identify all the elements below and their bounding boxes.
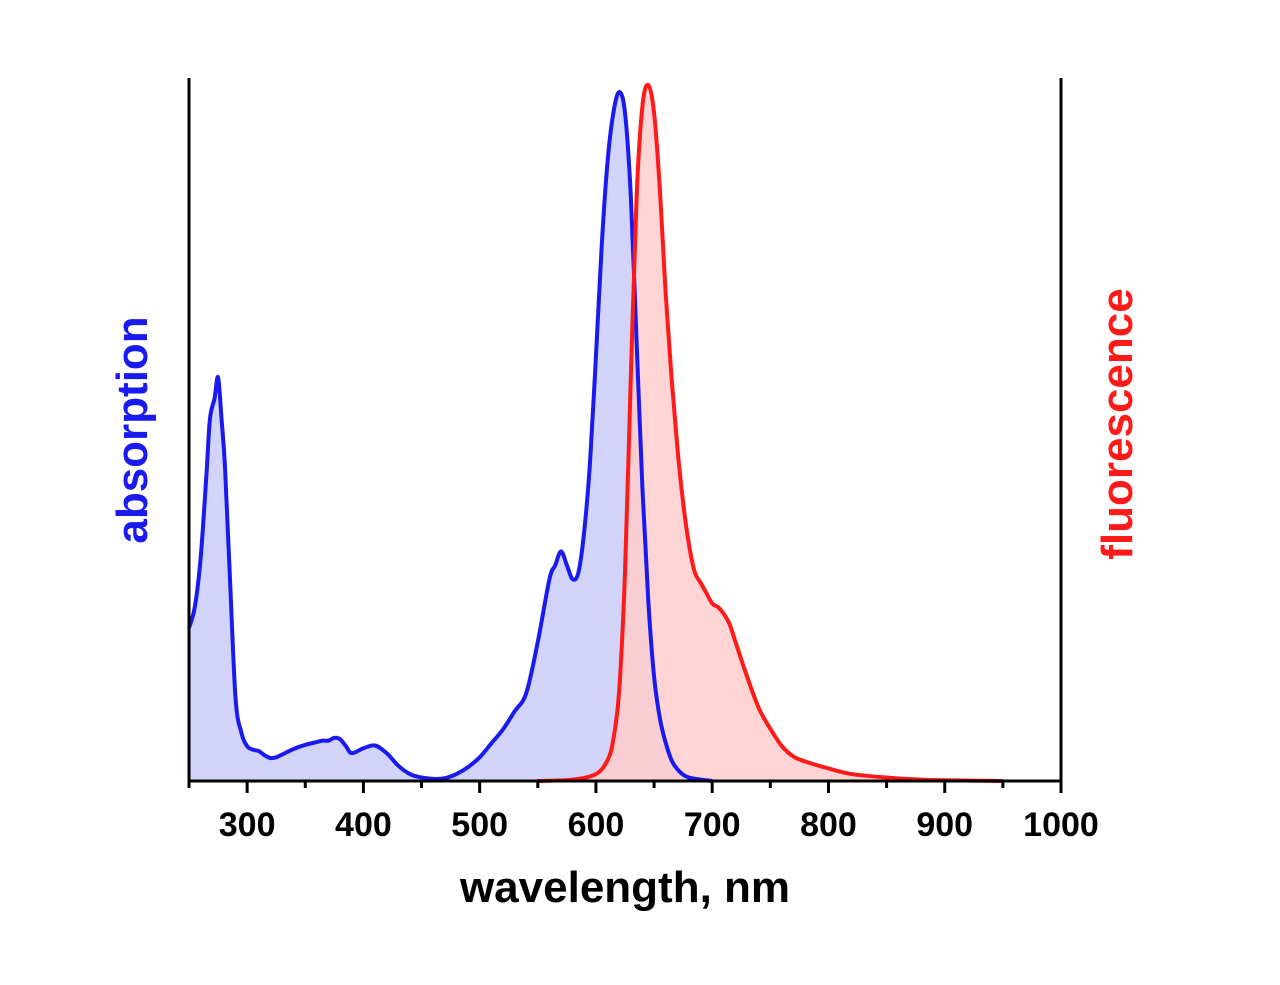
fluorescence-area xyxy=(537,84,1003,782)
x-tick-label: 800 xyxy=(800,806,857,844)
x-tick-label: 1000 xyxy=(1023,806,1099,844)
absorption-line xyxy=(187,89,713,783)
x-tick-label: 900 xyxy=(916,806,973,844)
y-axis-label-right: fluorescence xyxy=(1093,288,1142,559)
x-tick-label: 400 xyxy=(335,806,392,844)
x-tick-label: 300 xyxy=(219,806,276,844)
x-tick-label: 700 xyxy=(684,806,741,844)
x-tick-label: 600 xyxy=(568,806,625,844)
x-ticks: 300 400 500 600 700 800 900 1000 xyxy=(187,781,1099,844)
y-axis-label-left: absorption xyxy=(108,316,157,543)
x-tick-label: 500 xyxy=(451,806,508,844)
series-layer xyxy=(187,82,1003,783)
axes-layer xyxy=(187,78,1063,783)
x-axis-label: wavelength, nm xyxy=(459,863,790,912)
absorption-area xyxy=(189,91,713,781)
fluorescence-line xyxy=(537,82,1003,783)
